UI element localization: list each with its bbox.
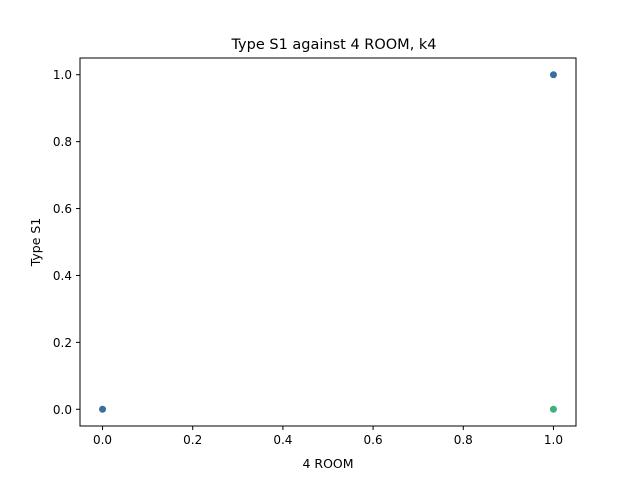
x-tick-label: 1.0 bbox=[544, 433, 563, 447]
y-tick-label: 0.6 bbox=[53, 202, 72, 216]
plot-frame bbox=[79, 57, 577, 427]
scatter-point bbox=[549, 405, 557, 413]
y-tick-label: 1.0 bbox=[53, 68, 72, 82]
y-tick-label: 0.4 bbox=[53, 269, 72, 283]
x-tick-label: 0.4 bbox=[273, 433, 292, 447]
scatter-point bbox=[99, 405, 107, 413]
x-tick-label: 0.6 bbox=[364, 433, 383, 447]
ticks-layer: 0.0 0.2 0.4 0.6 0.8 1.0 0.0 0.2 0.4 0.6 0.8 1.0 bbox=[53, 68, 563, 447]
scatter-point bbox=[549, 71, 557, 79]
y-tick-label: 0.8 bbox=[53, 135, 72, 149]
chart-title: Type S1 against 4 ROOM, k4 bbox=[230, 37, 436, 53]
x-axis-label: 4 ROOM bbox=[302, 456, 353, 471]
x-tick-label: 0.2 bbox=[183, 433, 202, 447]
x-tick-label: 0.8 bbox=[454, 433, 473, 447]
points-layer bbox=[99, 71, 557, 413]
x-tick-label: 0.0 bbox=[93, 433, 112, 447]
y-tick-label: 0.2 bbox=[53, 336, 72, 350]
y-tick-label: 0.0 bbox=[53, 403, 72, 417]
y-axis-label: Type S1 bbox=[28, 218, 43, 268]
